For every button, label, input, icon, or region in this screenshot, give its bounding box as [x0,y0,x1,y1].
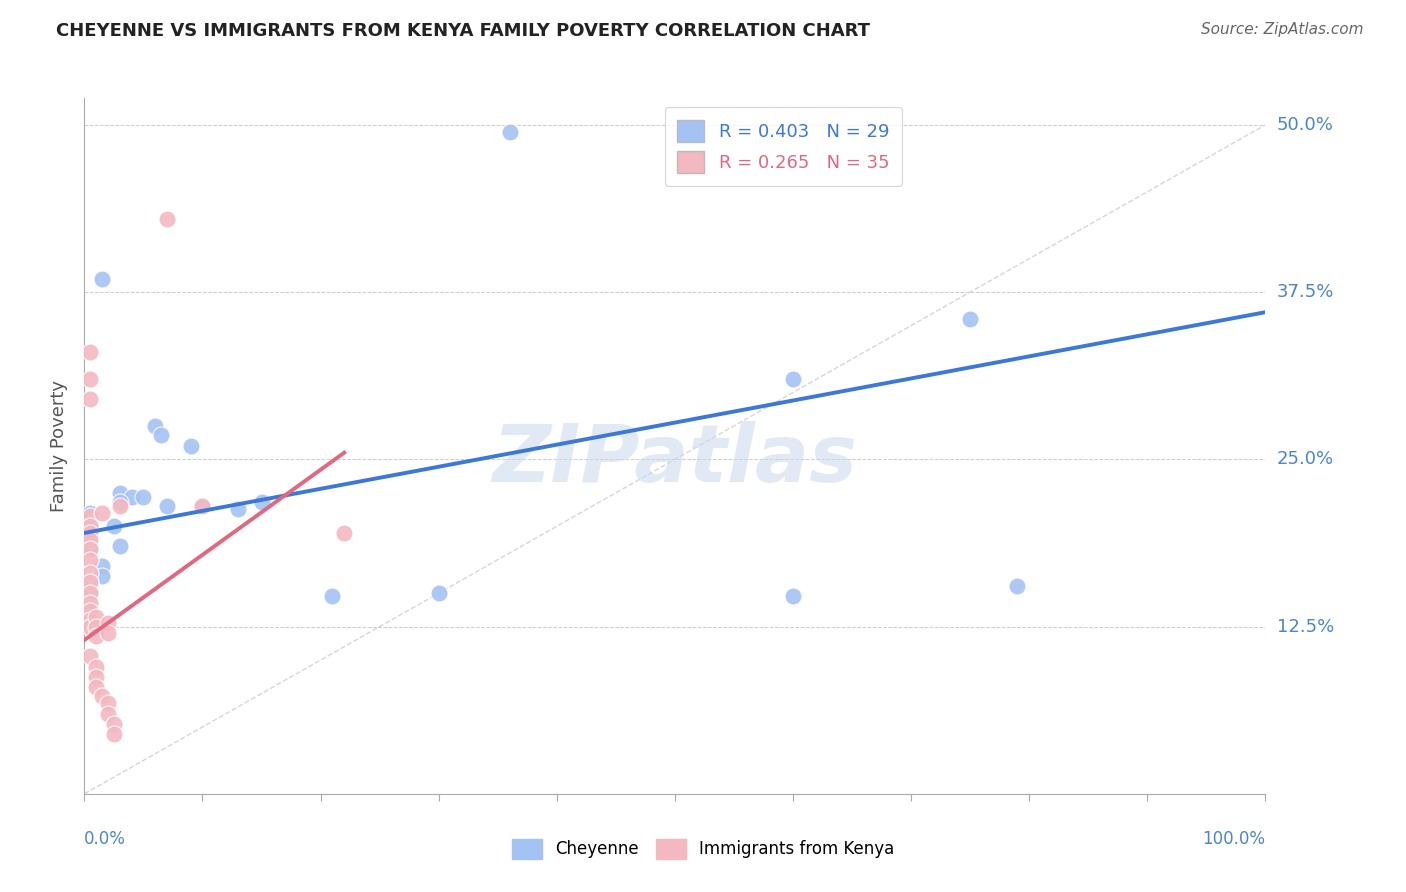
Point [79,506,101,520]
Point [79,345,101,359]
Point [333,526,356,541]
Legend: Cheyenne, Immigrants from Kenya: Cheyenne, Immigrants from Kenya [505,832,901,866]
Point [84,610,107,624]
Point [84,619,107,633]
Text: ZIPatlas: ZIPatlas [492,421,858,499]
Point [79,586,101,600]
Point [79,508,101,523]
Point [84,660,107,674]
Point [150,428,173,442]
Point [97,706,120,721]
Point [79,586,101,600]
Point [79,526,101,541]
Point [79,649,101,664]
Point [103,717,125,731]
Text: 37.5%: 37.5% [1277,283,1334,301]
Point [79,575,101,590]
Point [103,519,125,533]
Point [79,533,101,547]
Text: 25.0%: 25.0% [1277,450,1334,468]
Y-axis label: Family Poverty: Family Poverty [51,380,69,512]
Point [91,569,114,583]
Point [191,500,214,514]
Point [91,559,114,574]
Point [108,495,131,509]
Text: 50.0%: 50.0% [1277,116,1333,134]
Point [84,671,107,685]
Point [97,696,120,710]
Point [250,495,273,509]
Point [97,615,120,630]
Text: 100.0%: 100.0% [1202,830,1265,847]
Point [79,519,101,533]
Point [108,485,131,500]
Point [91,689,114,703]
Point [498,125,520,139]
Point [121,490,143,504]
Point [79,392,101,407]
Point [79,619,101,633]
Point [108,539,131,553]
Point [180,439,202,453]
Point [1007,580,1029,594]
Point [132,490,155,504]
Point [79,613,101,627]
Point [79,552,101,567]
Legend: R = 0.403   N = 29, R = 0.265   N = 35: R = 0.403 N = 29, R = 0.265 N = 35 [665,107,903,186]
Point [782,372,804,386]
Point [321,589,343,603]
Point [84,680,107,694]
Point [79,603,101,617]
Point [959,312,981,326]
Point [84,629,107,643]
Text: Source: ZipAtlas.com: Source: ZipAtlas.com [1201,22,1364,37]
Point [156,211,179,226]
Point [79,530,101,544]
Point [97,626,120,640]
Point [143,419,166,434]
Point [427,586,450,600]
Point [79,566,101,581]
Point [191,500,214,514]
Point [91,272,114,286]
Point [91,506,114,520]
Point [79,542,101,557]
Point [79,577,101,591]
Point [103,726,125,740]
Text: CHEYENNE VS IMMIGRANTS FROM KENYA FAMILY POVERTY CORRELATION CHART: CHEYENNE VS IMMIGRANTS FROM KENYA FAMILY… [56,22,870,40]
Point [226,501,249,516]
Text: 0.0%: 0.0% [84,830,127,847]
Point [782,589,804,603]
Point [79,372,101,386]
Point [108,500,131,514]
Text: 12.5%: 12.5% [1277,617,1334,636]
Point [79,596,101,610]
Point [156,500,179,514]
Point [79,519,101,533]
Point [79,542,101,557]
